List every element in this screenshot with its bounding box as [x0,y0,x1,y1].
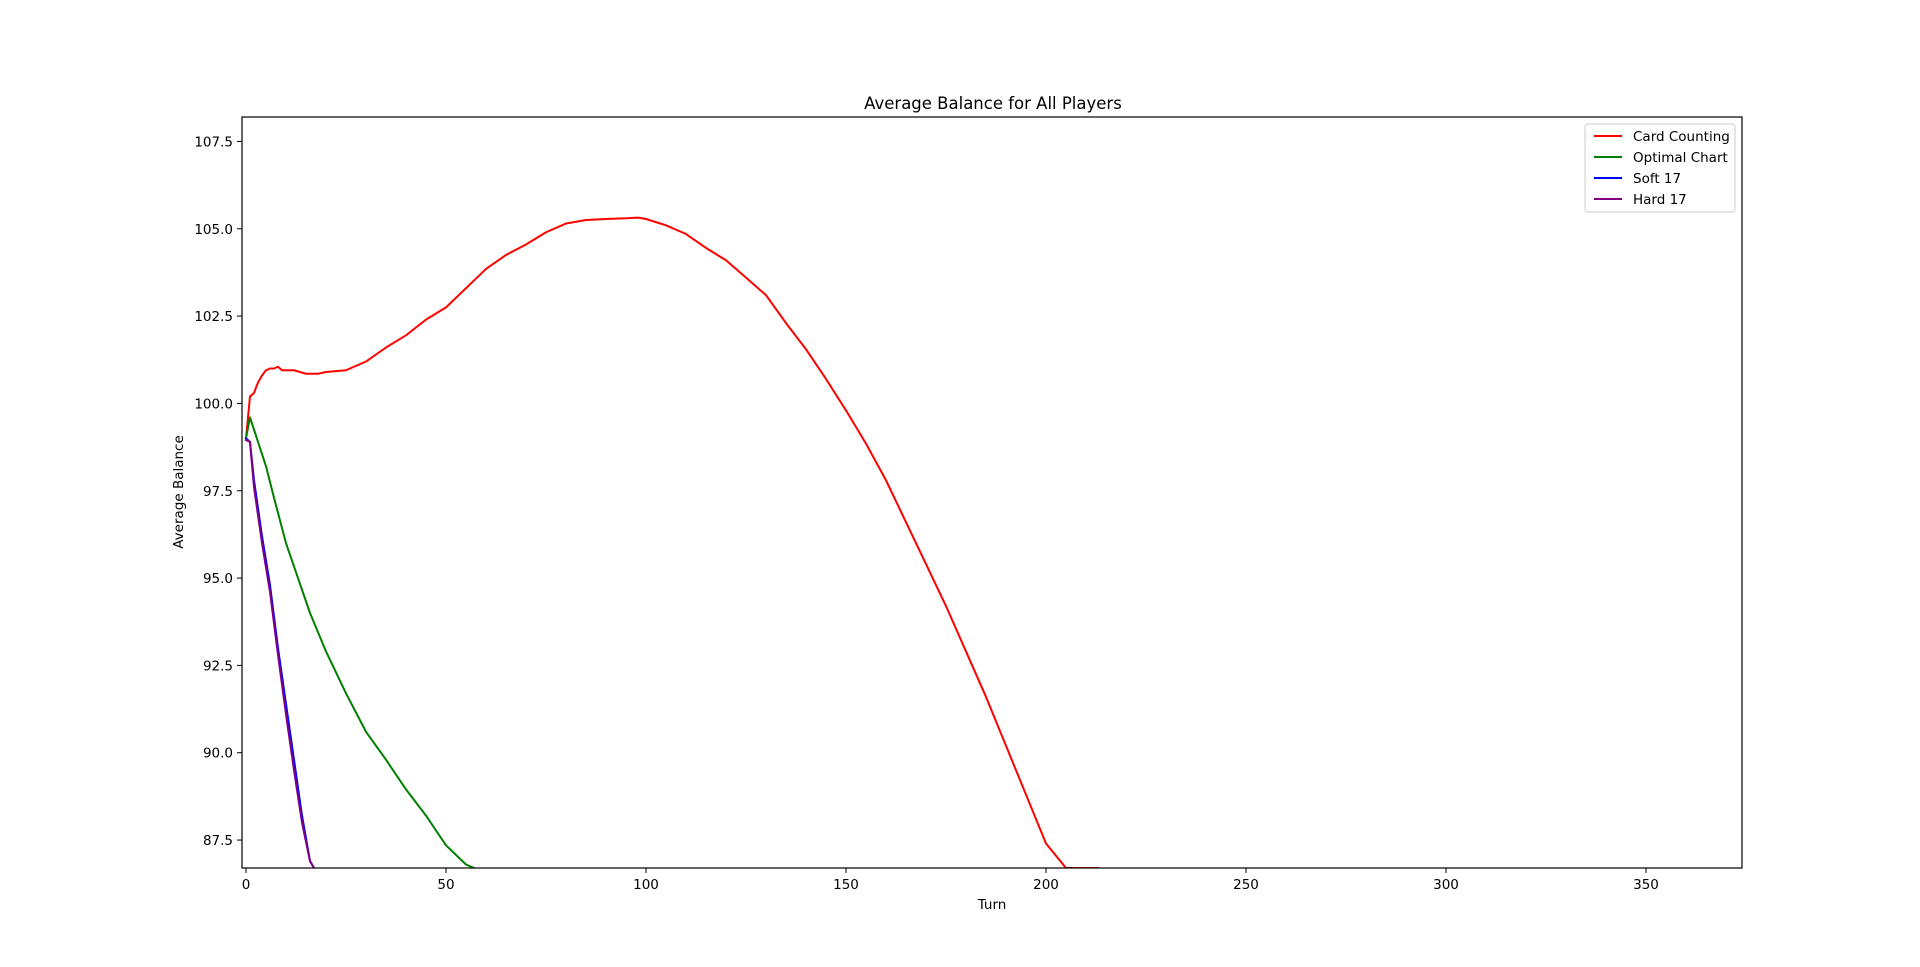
x-tick-label: 50 [437,877,454,893]
x-axis: 0 50 100 150 200 250 300 350 [242,868,1659,893]
y-tick-label: 107.5 [194,134,233,150]
y-axis-label: Average Balance [171,435,187,549]
y-tick-label: 102.5 [194,309,233,325]
y-tick-label: 97.5 [203,484,233,500]
x-tick-label: 150 [833,877,859,893]
x-tick-label: 300 [1433,877,1459,893]
x-tick-label: 0 [242,877,251,893]
plot-area [241,116,1743,869]
x-tick-label: 350 [1633,877,1659,893]
x-axis-label: Turn [977,897,1007,913]
legend-label-card-counting: Card Counting [1633,129,1730,145]
y-axis: 87.5 90.0 92.5 95.0 97.5 100.0 102.5 105.0 107.5 [194,134,242,849]
legend-label-hard-17: Hard 17 [1633,192,1687,208]
x-tick-label: 200 [1033,877,1059,893]
y-tick-label: 95.0 [203,571,233,587]
legend-label-soft-17: Soft 17 [1633,171,1681,187]
chart-title: Average Balance for All Players [864,94,1122,113]
series-line-hard-17 [244,438,316,868]
y-tick-label: 92.5 [203,658,233,674]
y-tick-label: 105.0 [194,222,233,238]
plot-frame [241,116,1743,869]
x-tick-label: 250 [1233,877,1259,893]
y-tick-label: 87.5 [203,833,233,849]
series-line-card-counting [244,216,1099,868]
legend: Card Counting Optimal Chart Soft 17 Hard 17 [1584,123,1736,213]
series-group [244,216,1099,868]
x-tick-label: 100 [633,877,659,893]
y-tick-label: 100.0 [194,396,233,412]
series-line-optimal-chart [244,416,476,868]
legend-box [1584,123,1736,213]
legend-label-optimal-chart: Optimal Chart [1633,150,1728,166]
y-tick-label: 90.0 [203,746,233,762]
